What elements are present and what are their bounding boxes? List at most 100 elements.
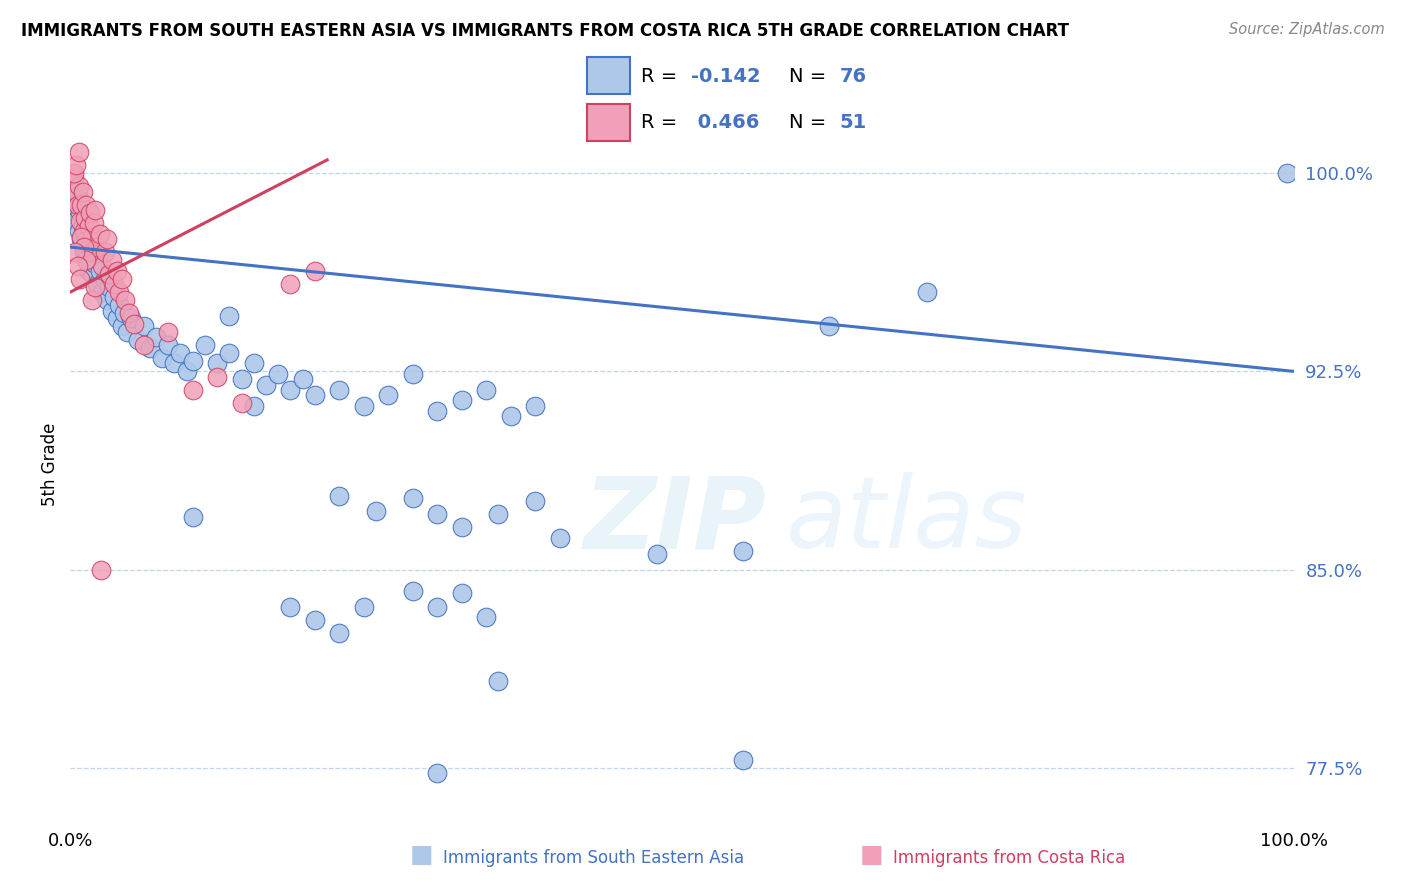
Point: [93, 245, 115, 260]
Point: [122, 317, 145, 331]
Text: 51: 51: [839, 113, 868, 132]
Point: [205, 356, 228, 370]
Point: [267, 367, 290, 381]
Point: [328, 626, 350, 640]
Point: [488, 673, 510, 688]
Point: [75, 251, 97, 265]
Text: N =: N =: [789, 113, 832, 132]
Point: [114, 293, 136, 307]
Point: [82, 293, 104, 307]
Point: [475, 383, 498, 397]
Point: [76, 240, 98, 254]
Point: [304, 264, 326, 278]
Point: [73, 211, 96, 225]
Point: [218, 346, 240, 360]
Text: Immigrants from South Eastern Asia: Immigrants from South Eastern Asia: [443, 849, 744, 867]
Point: [79, 251, 101, 265]
Point: [304, 613, 326, 627]
Point: [65, 213, 87, 227]
Point: [139, 341, 162, 355]
Point: [63, 245, 86, 260]
Point: [83, 256, 105, 270]
FancyBboxPatch shape: [586, 104, 630, 141]
Point: [243, 356, 266, 370]
Point: [91, 285, 114, 299]
Point: [111, 319, 134, 334]
Point: [157, 325, 180, 339]
Point: [65, 158, 87, 172]
Point: [426, 507, 449, 521]
Point: [70, 229, 93, 244]
Point: [80, 245, 103, 260]
Point: [63, 171, 86, 186]
Point: [475, 610, 498, 624]
Point: [499, 409, 522, 424]
Point: [83, 216, 105, 230]
Point: [111, 272, 134, 286]
Point: [115, 325, 138, 339]
Point: [67, 179, 90, 194]
Text: IMMIGRANTS FROM SOUTH EASTERN ASIA VS IMMIGRANTS FROM COSTA RICA 5TH GRADE CORRE: IMMIGRANTS FROM SOUTH EASTERN ASIA VS IM…: [21, 22, 1069, 40]
Point: [73, 229, 96, 244]
Point: [254, 377, 277, 392]
Point: [121, 311, 143, 326]
Point: [93, 272, 115, 286]
Point: [450, 586, 472, 600]
Point: [426, 404, 449, 418]
Point: [426, 599, 449, 614]
Point: [101, 303, 124, 318]
Point: [80, 235, 103, 249]
Point: [89, 264, 111, 278]
Point: [70, 232, 93, 246]
Point: [73, 245, 96, 260]
Point: [73, 240, 96, 254]
Point: [69, 272, 91, 286]
Point: [66, 185, 89, 199]
Point: [108, 285, 131, 299]
Text: ■: ■: [411, 843, 433, 867]
Point: [82, 229, 104, 244]
Point: [91, 259, 114, 273]
Point: [328, 383, 350, 397]
Point: [733, 753, 755, 767]
Point: [450, 393, 472, 408]
Point: [77, 264, 100, 278]
Text: ZIP: ZIP: [583, 473, 768, 569]
Point: [402, 491, 425, 506]
Point: [194, 338, 217, 352]
Point: [89, 227, 111, 241]
Point: [915, 285, 938, 299]
Point: [163, 356, 186, 370]
Point: [291, 372, 314, 386]
Point: [66, 198, 89, 212]
Point: [86, 277, 108, 292]
Point: [280, 599, 302, 614]
Point: [132, 319, 155, 334]
Point: [83, 243, 105, 257]
Point: [108, 298, 131, 312]
Point: [733, 544, 755, 558]
Point: [157, 338, 180, 352]
Point: [402, 367, 425, 381]
Point: [75, 253, 97, 268]
Point: [76, 232, 98, 246]
Point: [63, 166, 86, 180]
Point: [817, 319, 839, 334]
Point: [231, 396, 253, 410]
Point: [82, 267, 104, 281]
Point: [1277, 166, 1299, 180]
Point: [65, 185, 87, 199]
Point: [280, 383, 302, 397]
Text: atlas: atlas: [786, 473, 1028, 569]
Point: [96, 232, 118, 246]
Point: [353, 599, 375, 614]
Point: [69, 206, 91, 220]
Text: 0.466: 0.466: [692, 113, 759, 132]
Point: [647, 547, 669, 561]
Point: [103, 290, 125, 304]
Point: [118, 306, 141, 320]
Point: [366, 504, 388, 518]
Text: Immigrants from Costa Rica: Immigrants from Costa Rica: [893, 849, 1125, 867]
Point: [98, 279, 121, 293]
Point: [79, 206, 101, 220]
